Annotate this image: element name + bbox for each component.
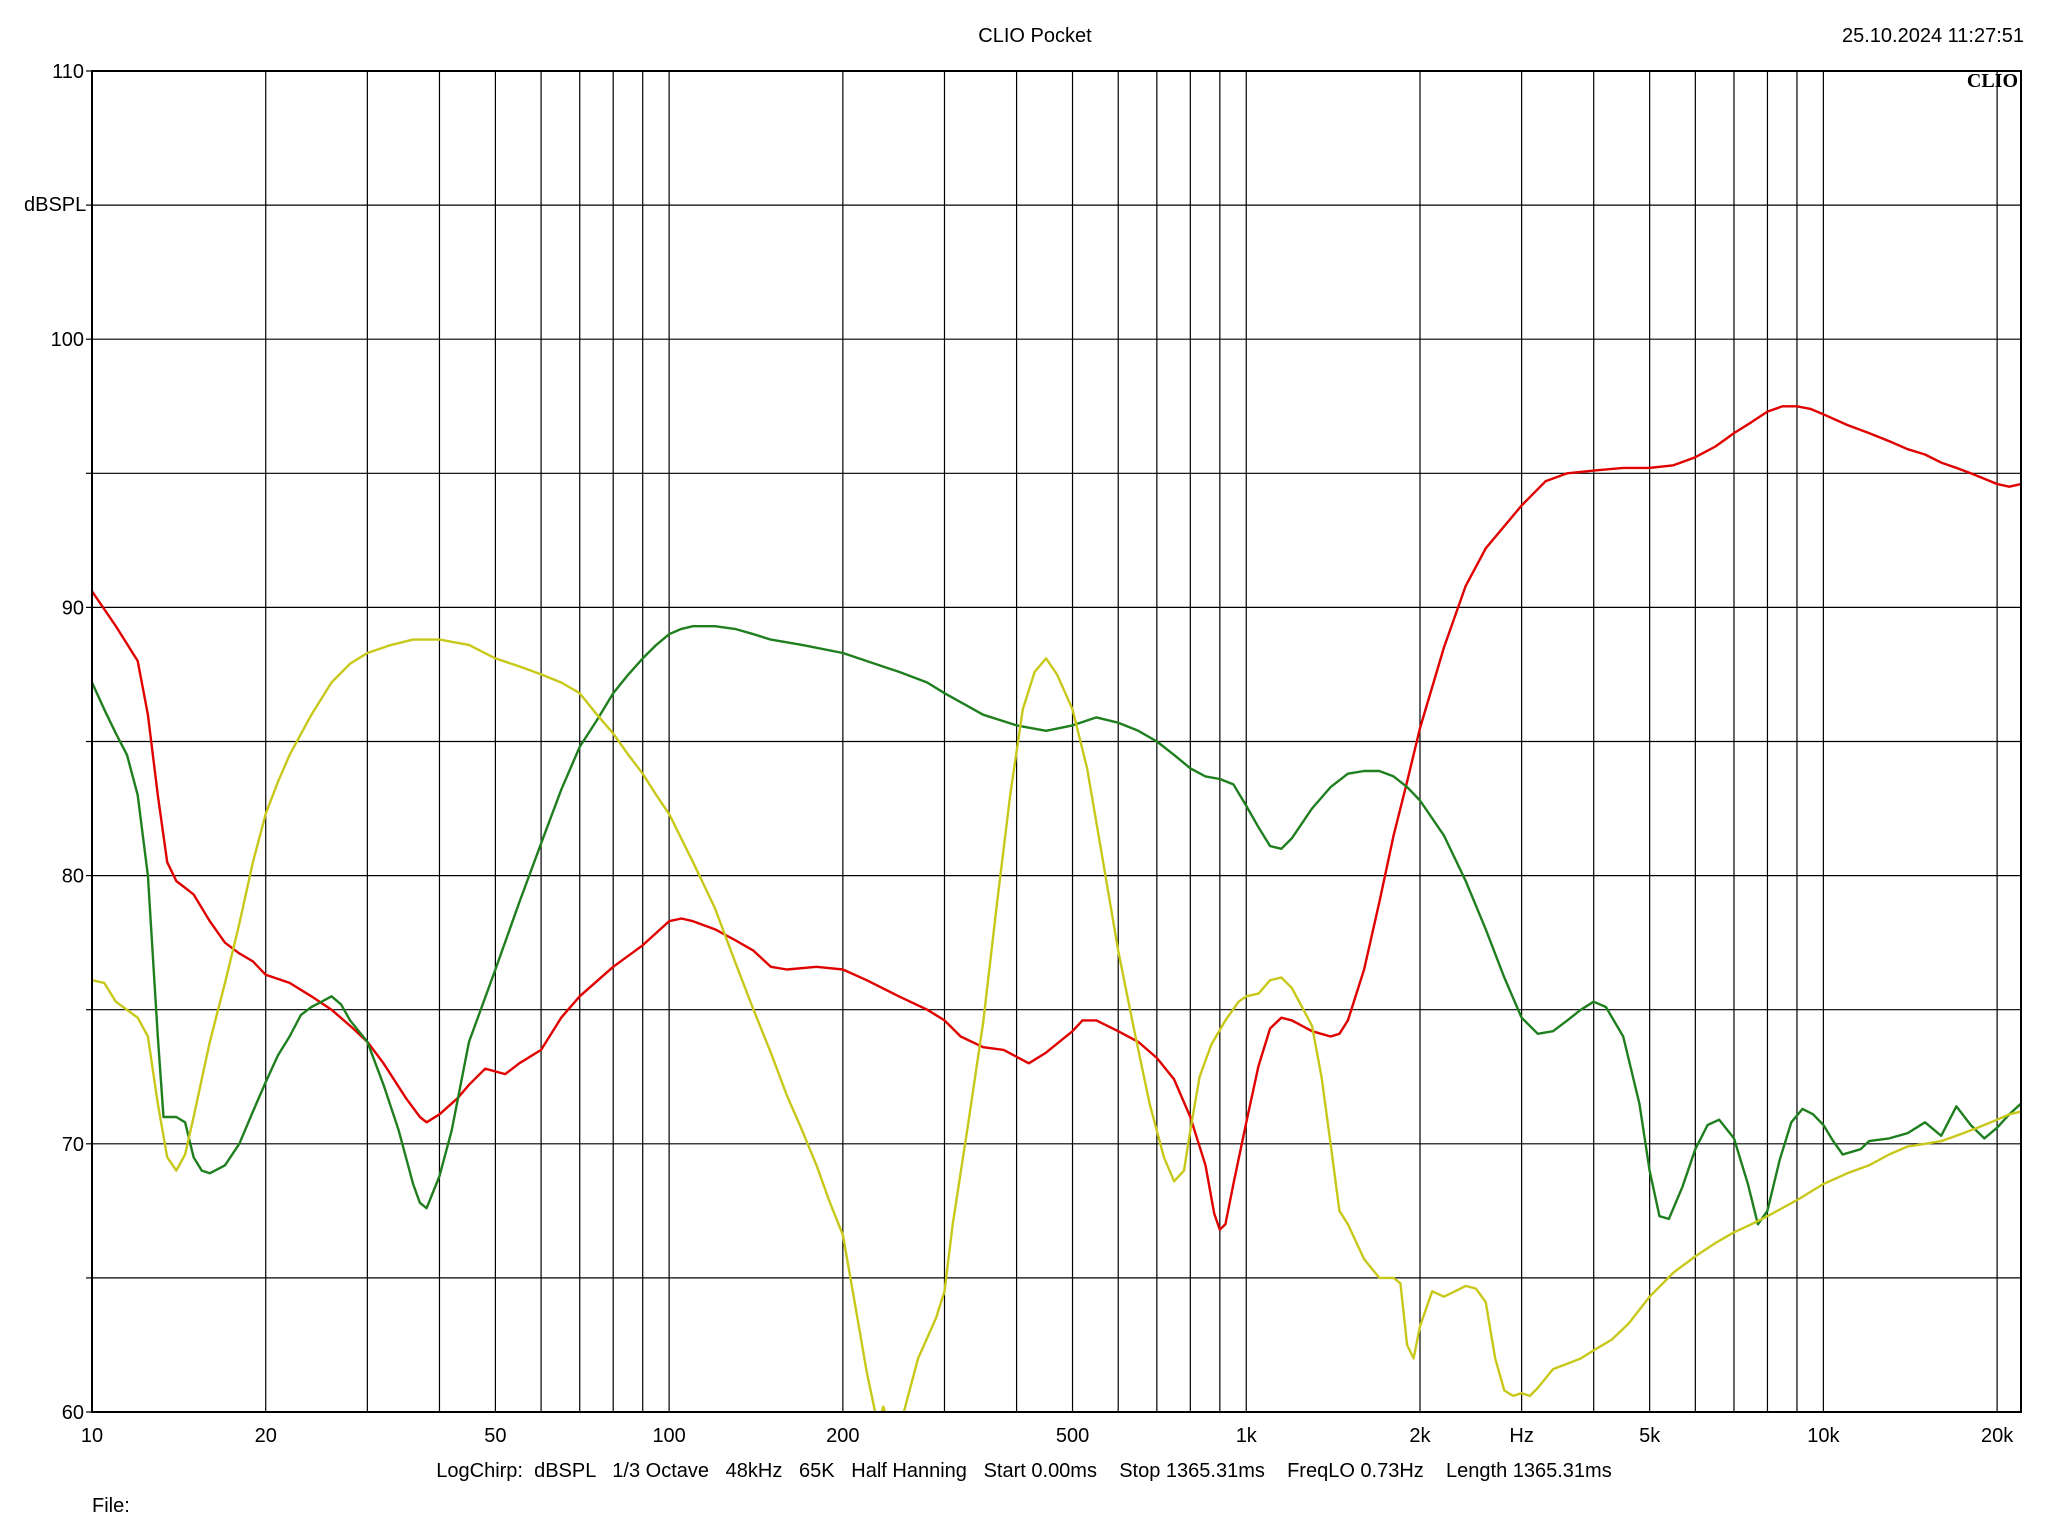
x-tick-label-5: 500: [1056, 1425, 1089, 1447]
measurement-settings: LogChirp: dBSPL 1/3 Octave 48kHz 65K Hal…: [436, 1460, 1611, 1482]
file-label: File:: [92, 1495, 130, 1517]
series-line-green: [92, 625, 2021, 1226]
y-tick-label-5: 110: [52, 61, 84, 83]
clio-logo: CLIO: [1967, 70, 2018, 92]
x-tick-label-10: 20k: [1981, 1425, 2014, 1447]
series-layer: [92, 405, 2021, 1412]
x-tick-label-8: 5k: [1639, 1425, 1661, 1447]
x-tick-label-0: 10: [81, 1425, 103, 1447]
y-tick-label-0: 60: [62, 1402, 84, 1424]
x-tick-label-9: 10k: [1807, 1425, 1840, 1447]
x-tick-label-3: 100: [652, 1425, 685, 1447]
x-tick-label-4: 200: [826, 1425, 859, 1447]
x-tick-label-6: 1k: [1236, 1425, 1258, 1447]
x-tick-label-1: 20: [255, 1425, 277, 1447]
timestamp: 25.10.2024 11:27:51: [1842, 25, 2024, 47]
y-tick-label-1: 70: [62, 1134, 84, 1156]
series-line-red: [92, 405, 2021, 1231]
series-line-yellow: [92, 638, 2021, 1412]
y-tick-label-3: 90: [62, 597, 84, 619]
grid: [92, 71, 2021, 1412]
chart-title: CLIO Pocket: [978, 25, 1092, 47]
plot-frame: [91, 70, 2022, 1413]
axis-ticks: 60 70 80 90 100 110 10 20 50 100 200 500 1k 2k 5k 10k 20…: [51, 61, 2015, 1447]
x-axis-unit-label: Hz: [1509, 1425, 1533, 1447]
x-tick-label-2: 50: [484, 1425, 506, 1447]
y-tick-label-2: 80: [62, 866, 84, 888]
y-axis-label: dBSPL: [24, 194, 86, 216]
y-tick-label-4: 100: [51, 329, 84, 351]
x-tick-label-7: 2k: [1409, 1425, 1431, 1447]
